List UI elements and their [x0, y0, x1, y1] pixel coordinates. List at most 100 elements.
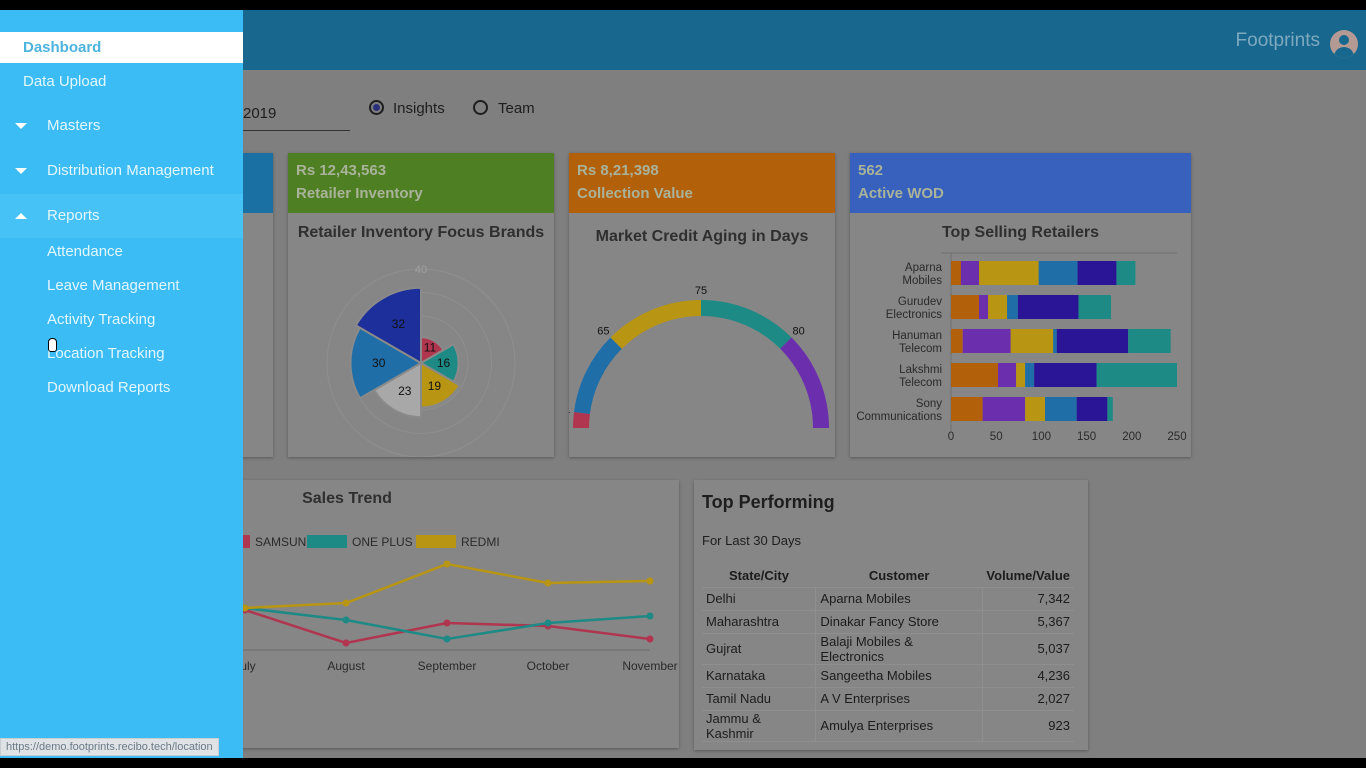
- data-point[interactable]: [443, 619, 451, 627]
- bar-segment[interactable]: [1096, 363, 1177, 387]
- slice-value-label: 32: [392, 317, 406, 331]
- data-point[interactable]: [646, 635, 654, 643]
- status-url: https://demo.footprints.recibo.tech/loca…: [0, 738, 219, 756]
- bar-segment[interactable]: [951, 397, 983, 421]
- sidebar-item-activity-tracking[interactable]: Activity Tracking: [0, 304, 243, 335]
- data-point[interactable]: [443, 560, 451, 568]
- gauge-segment[interactable]: [574, 337, 622, 415]
- data-point[interactable]: [342, 599, 350, 607]
- bar-segment[interactable]: [1056, 329, 1129, 353]
- brand-name: Footprints: [1235, 30, 1320, 51]
- column-header: Customer: [815, 564, 983, 588]
- slice-value-label: 23: [398, 384, 412, 398]
- data-point[interactable]: [646, 577, 654, 585]
- bar-segment[interactable]: [1016, 363, 1026, 387]
- bar-segment[interactable]: [951, 261, 961, 285]
- user-avatar-icon[interactable]: [1330, 30, 1358, 58]
- kpi-value: Rs 12,43,563: [296, 162, 387, 179]
- gauge-segment[interactable]: [573, 411, 590, 429]
- data-point[interactable]: [342, 616, 350, 624]
- bar-segment[interactable]: [1025, 363, 1035, 387]
- hand-cursor-icon: [48, 338, 57, 352]
- gauge-segment[interactable]: [700, 300, 792, 349]
- bar-segment[interactable]: [979, 295, 989, 319]
- stacked-bar-chart: AparnaMobilesGurudevElectronicsHanumanTe…: [856, 252, 1187, 443]
- table-cell: Delhi: [702, 587, 817, 611]
- data-point[interactable]: [646, 612, 654, 620]
- radio-insights[interactable]: [369, 100, 384, 115]
- date-input[interactable]: 2019: [243, 105, 350, 131]
- bar-segment[interactable]: [1116, 261, 1136, 285]
- bar-segment[interactable]: [1038, 261, 1078, 285]
- bar-segment[interactable]: [1128, 329, 1171, 353]
- bar-segment[interactable]: [998, 363, 1017, 387]
- x-tick-label: November: [622, 659, 677, 673]
- data-point[interactable]: [544, 579, 552, 587]
- table-subtitle: For Last 30 Days: [702, 533, 801, 548]
- gauge-segment[interactable]: [780, 337, 829, 429]
- bar-segment[interactable]: [1077, 261, 1117, 285]
- legend-label[interactable]: SAMSUNG: [255, 535, 316, 549]
- bar-segment[interactable]: [1007, 295, 1018, 319]
- bar-segment[interactable]: [1034, 363, 1097, 387]
- kpi-label: Collection Value: [577, 185, 693, 202]
- table-row[interactable]: Delhi Aparna Mobiles 7,342: [702, 587, 1074, 611]
- polar-slice[interactable]: [354, 286, 422, 365]
- bar-segment[interactable]: [1025, 397, 1046, 421]
- sidebar-item-masters[interactable]: Masters: [0, 104, 243, 148]
- bar-segment[interactable]: [951, 295, 980, 319]
- bar-segment[interactable]: [951, 363, 999, 387]
- data-point[interactable]: [443, 635, 451, 643]
- gauge-segment[interactable]: [610, 300, 702, 349]
- sidebar-item-download-reports[interactable]: Download Reports: [0, 372, 243, 403]
- bar-segment[interactable]: [1053, 329, 1057, 353]
- legend-swatch[interactable]: [416, 535, 456, 548]
- legend-label[interactable]: REDMI: [461, 535, 500, 549]
- polar-slice[interactable]: [349, 326, 424, 400]
- bar-segment[interactable]: [1017, 295, 1079, 319]
- sidebar-item-data-upload[interactable]: Data Upload: [0, 66, 243, 97]
- bar-segment[interactable]: [951, 329, 963, 353]
- legend-label[interactable]: ONE PLUS: [352, 535, 413, 549]
- sidebar-item-leave-management[interactable]: Leave Management: [0, 270, 243, 301]
- bar-segment[interactable]: [988, 295, 1008, 319]
- data-point[interactable]: [544, 619, 552, 627]
- category-label: Hanuman: [892, 330, 942, 342]
- bar-segment[interactable]: [982, 397, 1026, 421]
- polar-slice[interactable]: [372, 361, 422, 419]
- sidebar-item-distribution-management[interactable]: Distribution Management: [0, 149, 243, 193]
- bar-segment[interactable]: [962, 329, 1011, 353]
- kpi-value: Rs 8,21,398: [577, 162, 659, 179]
- category-label: Telecom: [899, 343, 942, 355]
- bar-segment[interactable]: [1010, 329, 1054, 353]
- category-label: Mobiles: [902, 275, 942, 287]
- bar-segment[interactable]: [960, 261, 980, 285]
- x-tick-label: 200: [1122, 431, 1141, 443]
- caret-up-icon: [15, 213, 27, 219]
- legend-swatch[interactable]: [307, 535, 347, 548]
- bar-segment[interactable]: [1045, 397, 1077, 421]
- sidebar-item-dashboard[interactable]: Dashboard: [0, 32, 243, 63]
- gauge-chart: 54 65 75 80: [569, 285, 829, 429]
- bar-segment[interactable]: [1107, 397, 1113, 421]
- bar-segment[interactable]: [1078, 295, 1112, 319]
- x-tick-label: 50: [990, 431, 1003, 443]
- x-tick-label: 150: [1077, 431, 1096, 443]
- table-row[interactable]: Jammu & Kashmir Amulya Enterprises 923: [702, 710, 1074, 742]
- radio-team[interactable]: [473, 100, 488, 115]
- bar-segment[interactable]: [1076, 397, 1108, 421]
- table-row[interactable]: Gujrat Balaji Mobiles & Electronics 5,037: [702, 633, 1074, 665]
- table-row[interactable]: Tamil Nadu A V Enterprises 2,027: [702, 687, 1074, 711]
- data-point[interactable]: [241, 604, 249, 612]
- x-tick-label: 0: [948, 431, 954, 443]
- sidebar-item-label: Leave Management: [47, 277, 180, 294]
- table-row[interactable]: Karnataka Sangeetha Mobiles 4,236: [702, 664, 1074, 688]
- bar-segment[interactable]: [979, 261, 1039, 285]
- sales-trend-card: Sales Trend SAMSUNG ONE PLUS REDMI July Augu…: [220, 480, 679, 748]
- table-row[interactable]: Maharashtra Dinakar Fancy Store 5,367: [702, 610, 1074, 634]
- sidebar-item-attendance[interactable]: Attendance: [0, 236, 243, 267]
- sidebar-item-location-tracking[interactable]: Location Tracking: [0, 338, 243, 369]
- caret-down-icon: [15, 168, 27, 174]
- data-point[interactable]: [342, 639, 350, 647]
- sidebar-item-reports[interactable]: Reports: [0, 194, 243, 238]
